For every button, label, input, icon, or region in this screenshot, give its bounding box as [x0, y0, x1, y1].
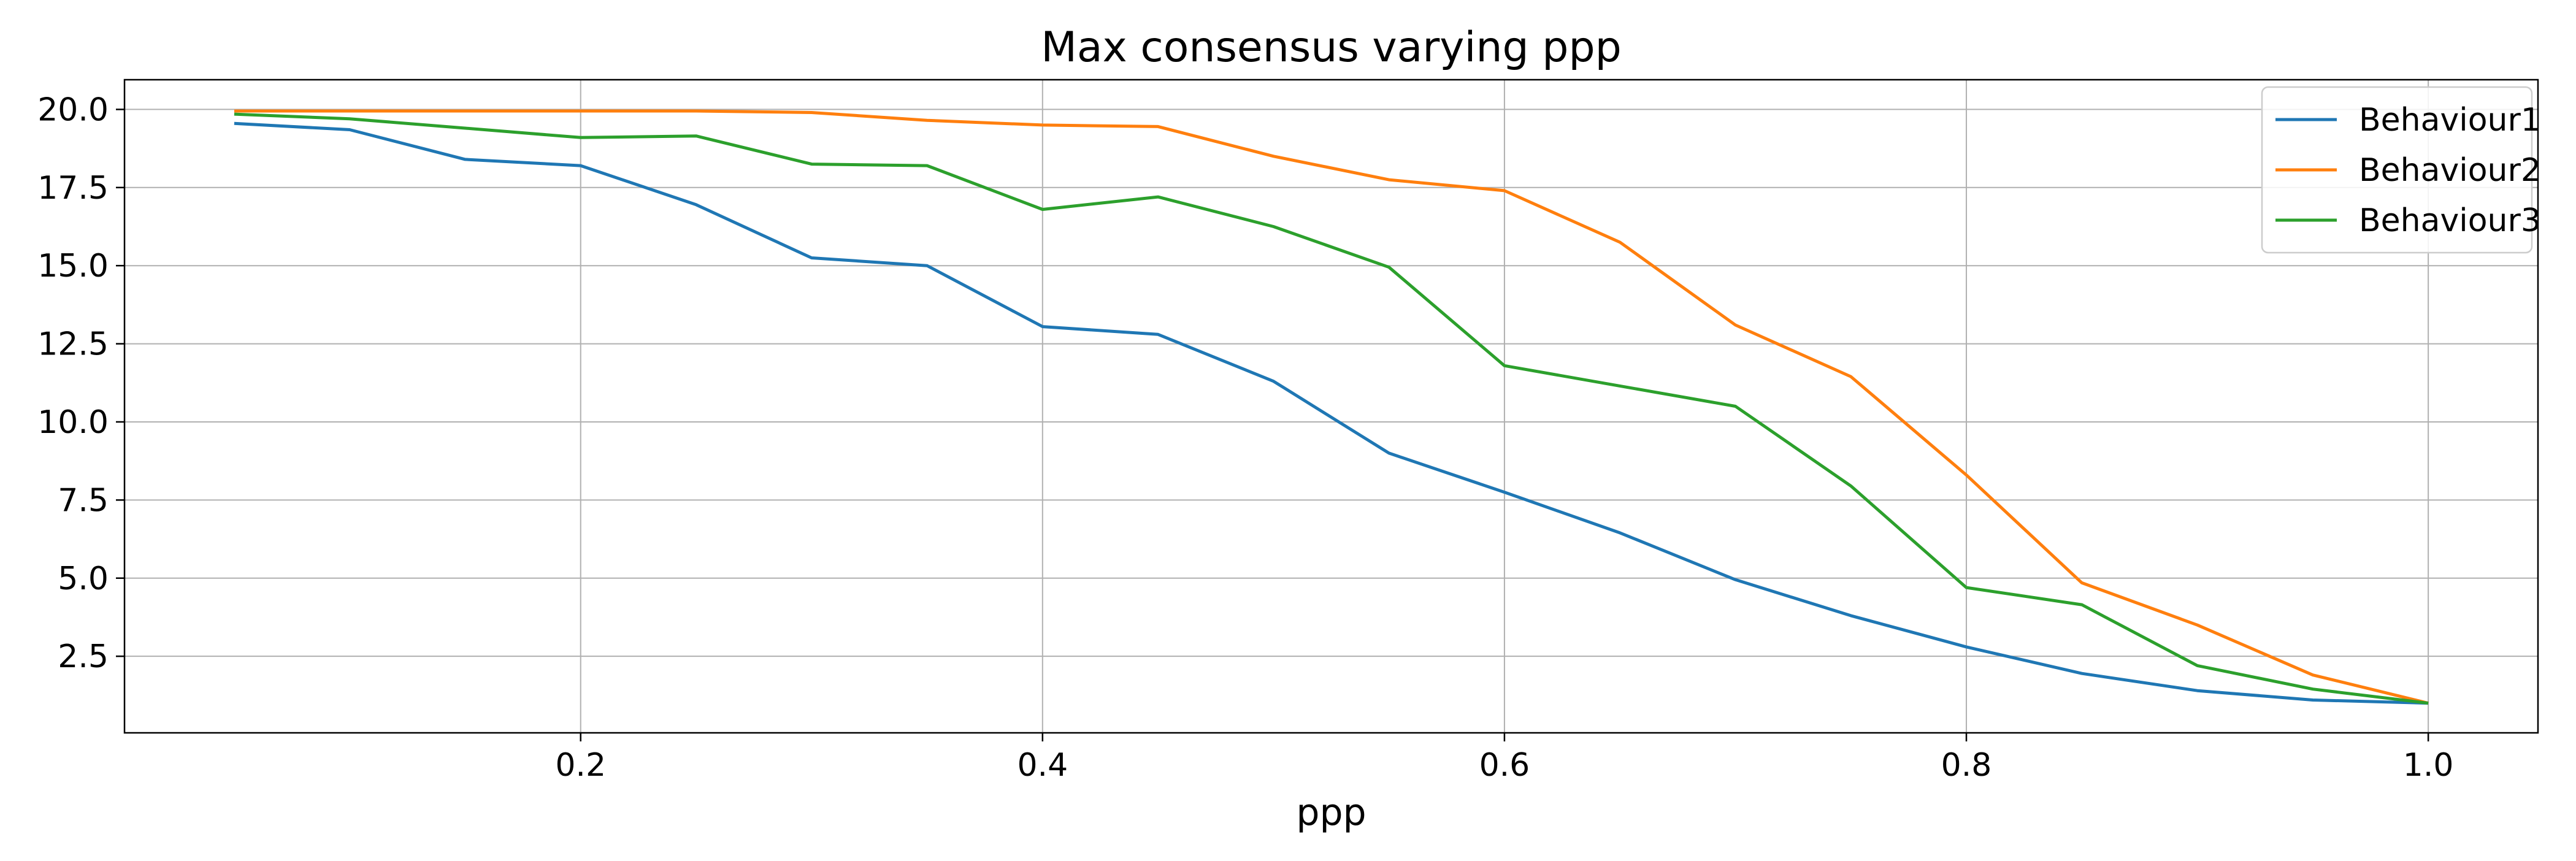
- x-tick-label: 0.4: [1017, 747, 1068, 784]
- plot-frame: [123, 78, 2539, 734]
- x-tick-label: 0.2: [555, 747, 606, 784]
- series-lines: [234, 109, 2429, 705]
- y-tick-label: 2.5: [58, 638, 109, 675]
- x-tick-label: 0.8: [1941, 747, 1992, 784]
- series-line-behaviour2: [234, 109, 2429, 705]
- x-axis-title: ppp: [1296, 791, 1366, 834]
- y-tick-label: 5.0: [58, 561, 109, 597]
- x-tick-label: 0.6: [1479, 747, 1530, 784]
- legend: Behaviour1 Behaviour2 Behaviour3: [2261, 86, 2541, 254]
- y-tick-label: 10.0: [37, 404, 109, 441]
- y-tick-label: 17.5: [37, 170, 109, 207]
- x-tick-label: 1.0: [2403, 747, 2454, 784]
- chart-title: Max consensus varying ppp: [1041, 23, 1622, 72]
- y-axis-ticks: 2.5 5.0 7.5 10.0 12.5 15.0 17.5 20.0: [37, 91, 125, 675]
- legend-label-behaviour1: Behaviour1: [2359, 102, 2541, 139]
- y-tick-label: 15.0: [37, 248, 109, 285]
- series-line-behaviour1: [234, 121, 2429, 705]
- grid-lines: [125, 80, 2538, 733]
- y-tick-label: 7.5: [58, 482, 109, 519]
- legend-label-behaviour2: Behaviour2: [2359, 152, 2541, 189]
- legend-box: [2261, 86, 2533, 254]
- series-line-behaviour3: [234, 112, 2429, 705]
- y-tick-label: 20.0: [37, 91, 109, 128]
- x-axis-ticks: 0.2 0.4 0.6 0.8 1.0: [555, 733, 2453, 784]
- legend-label-behaviour3: Behaviour3: [2359, 202, 2541, 239]
- y-tick-label: 12.5: [37, 326, 109, 363]
